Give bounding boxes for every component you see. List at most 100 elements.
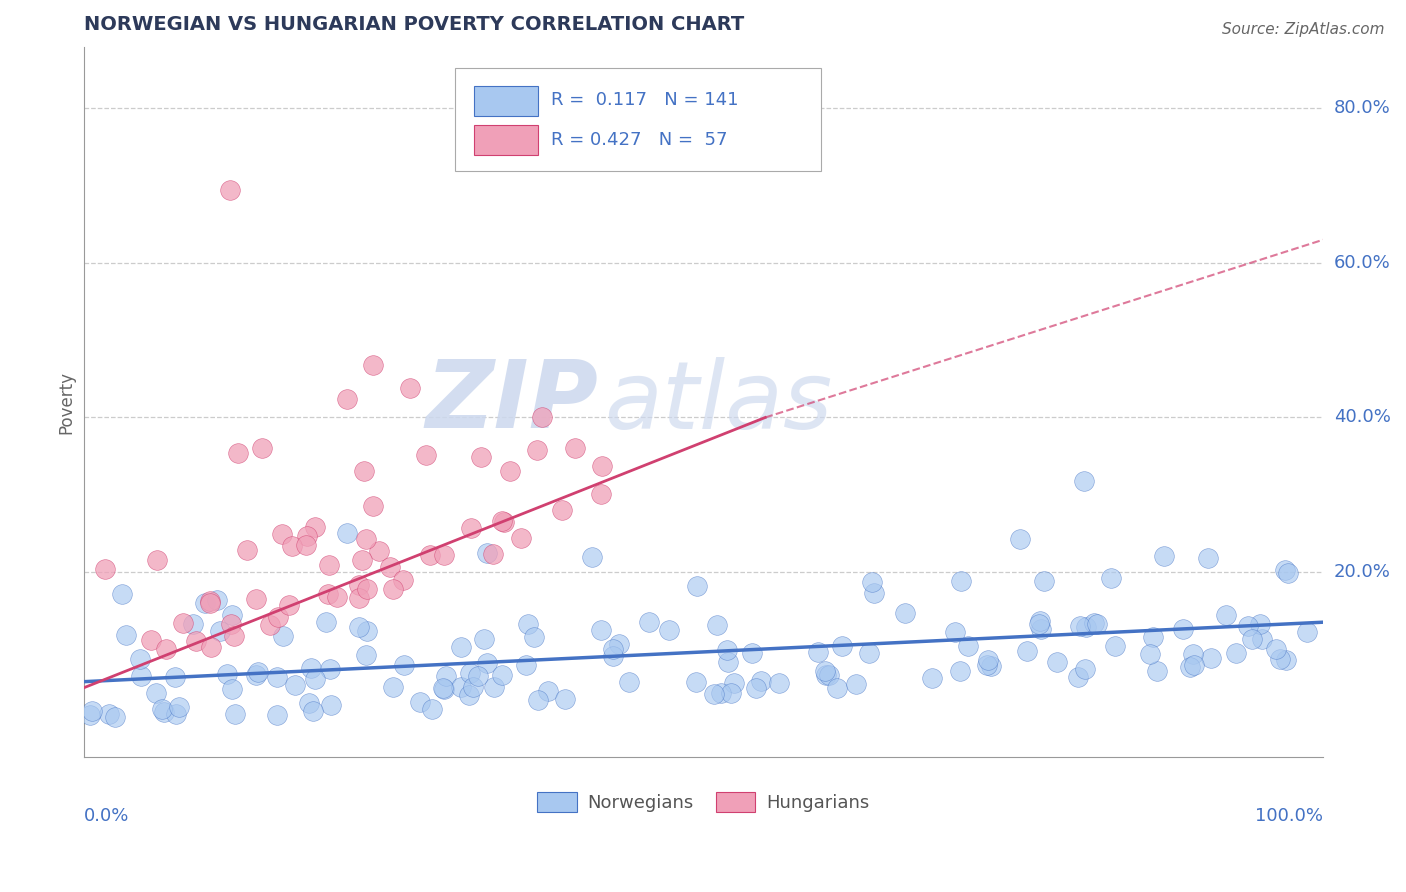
Point bbox=[1008, 532, 1031, 546]
Point bbox=[717, 655, 740, 669]
Point bbox=[845, 677, 868, 691]
Text: R =  0.117   N = 141: R = 0.117 N = 141 bbox=[551, 91, 738, 109]
Point bbox=[245, 668, 267, 682]
Point bbox=[949, 665, 972, 679]
Point bbox=[921, 671, 943, 685]
Point bbox=[458, 689, 481, 703]
Point bbox=[94, 562, 117, 576]
Point bbox=[315, 615, 337, 629]
Point bbox=[98, 706, 121, 721]
Point bbox=[498, 464, 520, 478]
FancyBboxPatch shape bbox=[474, 125, 538, 154]
Point bbox=[526, 442, 548, 457]
Point bbox=[1225, 646, 1247, 660]
Point bbox=[319, 662, 342, 676]
Point bbox=[363, 358, 385, 372]
Point bbox=[460, 521, 482, 535]
Point bbox=[350, 553, 373, 567]
Point bbox=[419, 548, 441, 562]
Point bbox=[194, 596, 217, 610]
Text: 20.0%: 20.0% bbox=[1334, 563, 1391, 581]
Point bbox=[1173, 622, 1195, 636]
Point bbox=[200, 640, 222, 654]
Point bbox=[184, 634, 207, 648]
Point bbox=[607, 637, 630, 651]
Point bbox=[129, 668, 152, 682]
Point bbox=[336, 526, 359, 541]
Point bbox=[458, 665, 481, 680]
Point bbox=[537, 684, 560, 698]
Point bbox=[716, 643, 738, 657]
Point bbox=[860, 575, 883, 590]
Point bbox=[472, 632, 495, 646]
Point bbox=[1015, 643, 1038, 657]
Point bbox=[356, 582, 378, 597]
Point bbox=[432, 681, 454, 695]
Point bbox=[236, 543, 259, 558]
Text: 80.0%: 80.0% bbox=[1334, 100, 1391, 118]
Point bbox=[115, 628, 138, 642]
Point bbox=[316, 587, 339, 601]
Point bbox=[491, 668, 513, 682]
Point bbox=[589, 487, 612, 501]
Point bbox=[224, 706, 246, 721]
Point bbox=[1029, 622, 1052, 636]
Point bbox=[710, 686, 733, 700]
Point bbox=[295, 538, 318, 552]
Point bbox=[589, 623, 612, 637]
Point bbox=[551, 503, 574, 517]
Point bbox=[381, 681, 404, 695]
Point bbox=[1028, 617, 1050, 632]
Point bbox=[817, 668, 839, 682]
Point bbox=[1104, 640, 1126, 654]
Point bbox=[356, 532, 378, 546]
Point bbox=[284, 678, 307, 692]
Point bbox=[807, 645, 830, 659]
Point bbox=[111, 587, 134, 601]
Point bbox=[858, 646, 880, 660]
Point bbox=[432, 548, 454, 562]
Point bbox=[267, 609, 290, 624]
Text: 0.0%: 0.0% bbox=[83, 807, 129, 825]
Point bbox=[516, 617, 538, 632]
Point bbox=[814, 668, 837, 682]
Point bbox=[741, 646, 763, 660]
Point bbox=[956, 639, 979, 653]
Point bbox=[207, 593, 229, 607]
Point bbox=[208, 624, 231, 638]
Point bbox=[153, 705, 176, 719]
Point bbox=[392, 573, 415, 587]
Point bbox=[482, 680, 505, 694]
Point bbox=[685, 675, 707, 690]
Point bbox=[768, 675, 790, 690]
Point bbox=[1067, 670, 1090, 684]
Point bbox=[1074, 620, 1097, 634]
Point bbox=[564, 441, 586, 455]
Point bbox=[356, 624, 378, 638]
Point bbox=[271, 527, 294, 541]
Point bbox=[409, 695, 432, 709]
Point bbox=[1087, 617, 1109, 632]
Text: 60.0%: 60.0% bbox=[1334, 254, 1391, 272]
Point bbox=[862, 585, 884, 599]
Point bbox=[943, 624, 966, 639]
Point bbox=[145, 686, 167, 700]
Point bbox=[475, 656, 498, 670]
Point bbox=[723, 675, 745, 690]
Point bbox=[139, 632, 162, 647]
Point bbox=[1153, 549, 1175, 563]
Point bbox=[1028, 614, 1050, 628]
Point bbox=[475, 546, 498, 560]
Point bbox=[1142, 631, 1164, 645]
Text: ZIP: ZIP bbox=[425, 356, 598, 448]
Point bbox=[1197, 551, 1219, 566]
Point bbox=[1277, 566, 1299, 580]
Point bbox=[299, 661, 322, 675]
Point bbox=[1074, 662, 1097, 676]
Point bbox=[581, 549, 603, 564]
Point bbox=[703, 687, 725, 701]
Point bbox=[172, 616, 194, 631]
Point bbox=[1249, 616, 1271, 631]
Point bbox=[79, 708, 101, 723]
Point bbox=[298, 697, 321, 711]
